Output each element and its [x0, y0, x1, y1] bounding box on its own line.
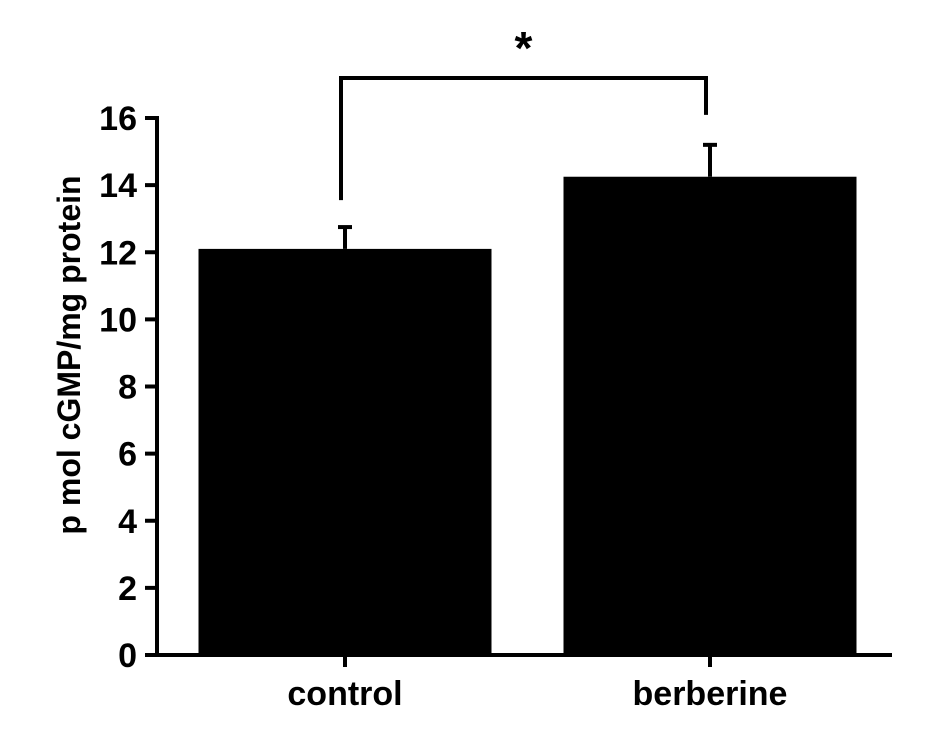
- significance-bracket: *: [339, 22, 708, 201]
- bar-berberine: [563, 176, 857, 655]
- x-tick-labels: control berberine: [287, 655, 787, 713]
- bar-control: [198, 248, 492, 656]
- y-ticks: 0 2 4 6 8 10 12 14 16: [99, 100, 157, 675]
- error-bars: [338, 142, 717, 249]
- y-tick-label: 6: [118, 436, 137, 474]
- x-tick-label-berberine: berberine: [633, 675, 788, 713]
- y-tick-label: 8: [118, 369, 137, 407]
- y-tick-label: 10: [99, 301, 137, 339]
- y-tick-label: 4: [118, 503, 137, 541]
- significance-star: *: [515, 22, 533, 74]
- x-tick-label-control: control: [287, 675, 402, 713]
- y-axis-title: p mol cGMP/mg protein: [51, 175, 87, 534]
- y-tick-label: 12: [99, 234, 137, 272]
- y-tick-label: 0: [118, 637, 137, 675]
- bracket-line: [339, 76, 708, 201]
- y-tick-label: 2: [118, 570, 137, 608]
- y-tick-label: 14: [99, 167, 137, 205]
- bars: [198, 176, 857, 656]
- y-tick-label: 16: [99, 100, 137, 138]
